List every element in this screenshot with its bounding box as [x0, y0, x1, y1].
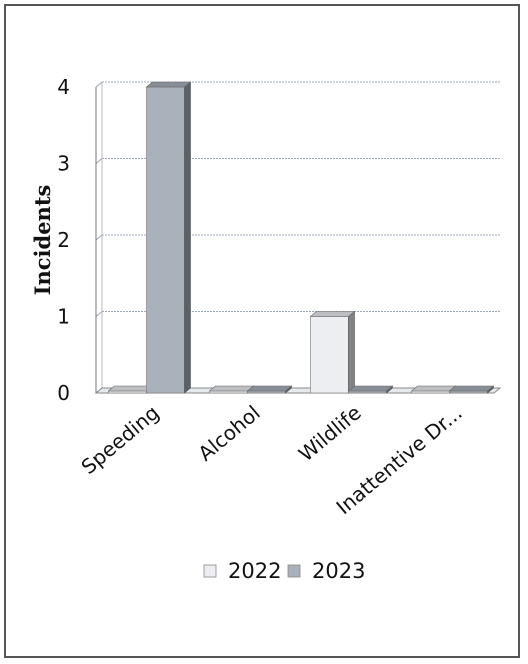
legend: 2022 2023: [203, 559, 365, 583]
bar-2023-inattentivedr-top: [448, 385, 495, 392]
bar-2022-wildlife: [310, 316, 349, 394]
bar-2022-alcohol-top: [208, 385, 255, 392]
bar-2023-speeding: [146, 86, 185, 394]
legend-label-2023: 2023: [312, 559, 365, 583]
x-tick-label-alcohol: Alcohol: [193, 400, 264, 465]
y-tick-label-2: 2: [57, 228, 70, 252]
chart-frame: [4, 4, 520, 658]
y-tick-label-3: 3: [57, 152, 70, 176]
bar-2023-wildlife-top: [347, 385, 394, 392]
x-tick-label-speeding: Speeding: [77, 400, 164, 479]
legend-swatch-2022: [203, 564, 217, 578]
bar-2023-alcohol-top: [246, 385, 293, 392]
gridline-depth-2: [95, 234, 103, 241]
gridline-depth-3: [95, 158, 103, 164]
gridline-depth-4: [95, 81, 103, 88]
bar-2023-speeding-top: [145, 81, 192, 88]
legend-swatch-2023: [287, 564, 301, 578]
bar-layer: [107, 81, 495, 394]
bar-2022-wildlife-top: [309, 311, 356, 317]
bar-2022-inattentivedr-top: [410, 385, 457, 392]
y-tick-label-4: 4: [57, 75, 70, 99]
bar-2022-speeding-top: [107, 385, 154, 392]
gridline-depth-1: [95, 311, 103, 317]
legend-label-2022: 2022: [228, 559, 281, 583]
bar-2023-speeding-side: [184, 81, 191, 394]
y-tick-label-1: 1: [57, 305, 70, 329]
y-tick-label-0: 0: [57, 381, 70, 405]
y-axis-title: Incidents: [30, 185, 55, 296]
bar-2022-wildlife-side: [348, 310, 355, 394]
x-tick-label-wildlife: Wildlife: [294, 400, 366, 466]
